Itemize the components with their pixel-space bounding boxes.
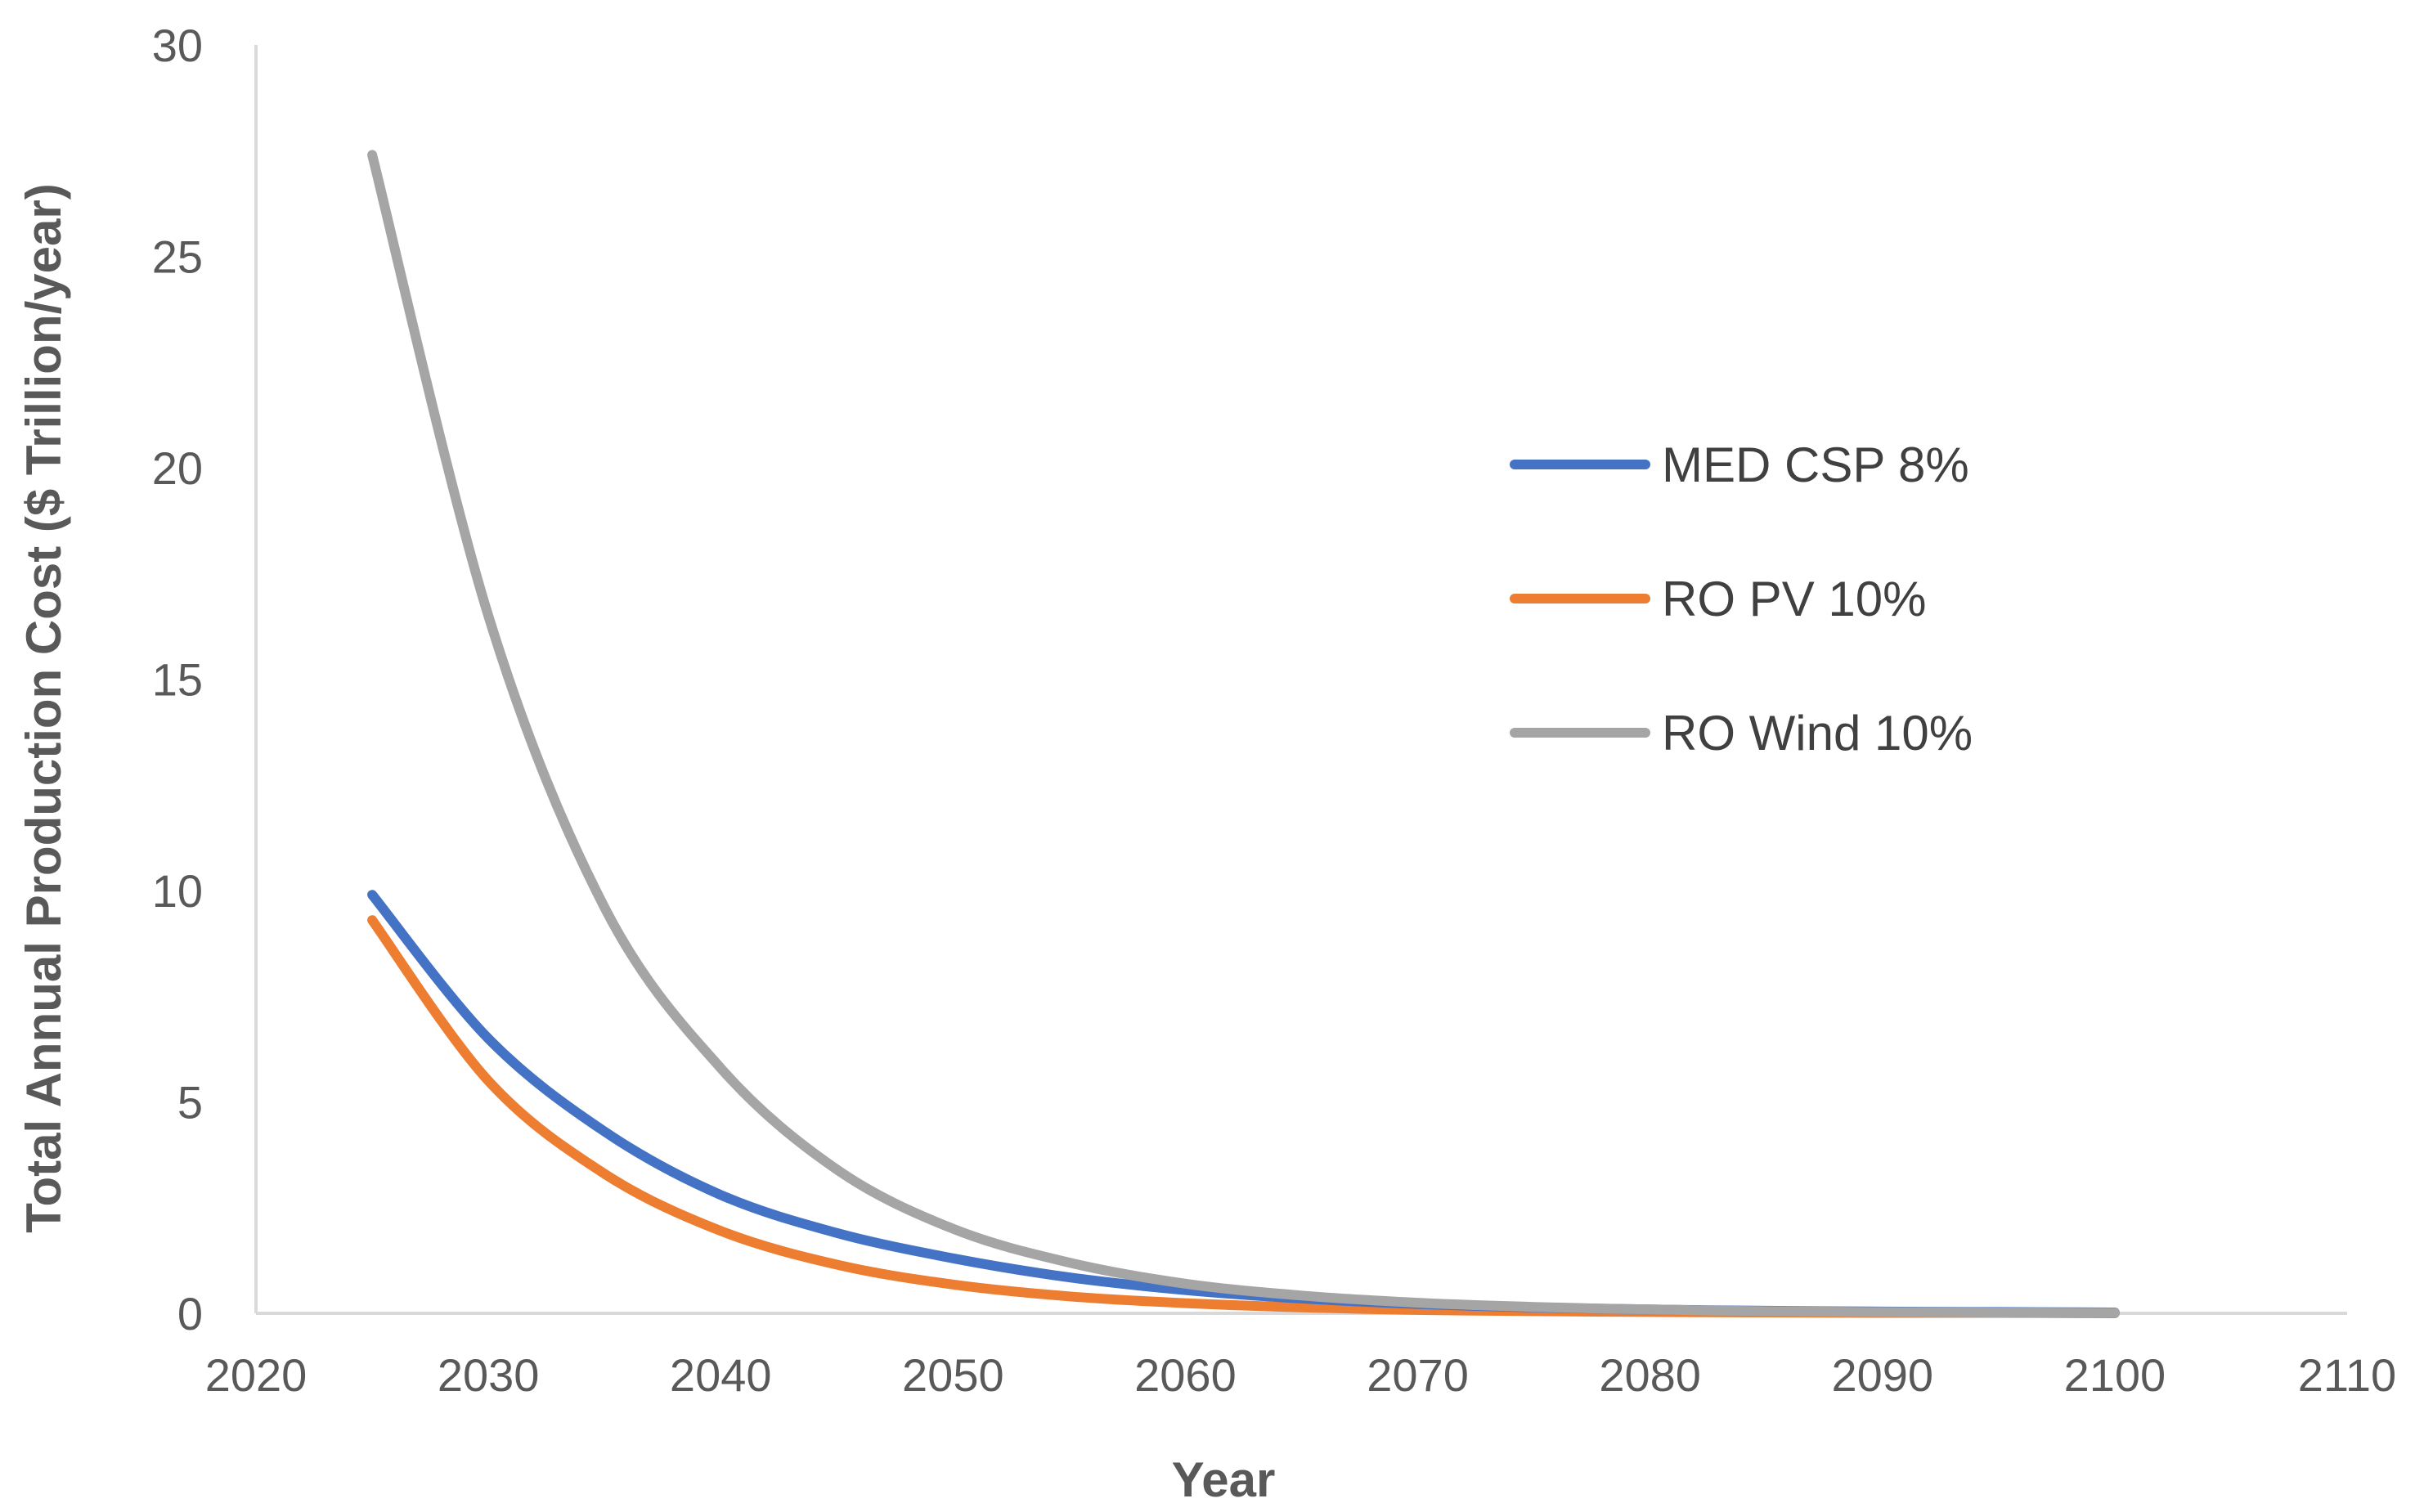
x-tick-label: 2090 <box>1831 1349 1933 1401</box>
y-tick-label: 25 <box>152 231 203 283</box>
legend-entry: RO PV 10% <box>1510 572 1926 626</box>
series-line-ro-wind-10 <box>367 150 2120 1318</box>
y-tick-label: 5 <box>177 1077 203 1128</box>
x-tick-label: 2040 <box>670 1349 772 1401</box>
tick-labels: 0 5 10 15 20 25 30 2020 2030 2040 2050 2060 2070 2080… <box>152 20 2397 1401</box>
x-axis-title: Year <box>1172 1452 1276 1507</box>
legend-label: MED CSP 8% <box>1662 437 1969 492</box>
y-tick-label: 15 <box>152 654 203 706</box>
x-tick-label: 2100 <box>2064 1349 2166 1401</box>
x-tick-label: 2110 <box>2298 1349 2396 1401</box>
y-tick-label: 20 <box>152 442 203 494</box>
series-line-ro-pv-10 <box>367 915 2120 1318</box>
x-tick-label: 2050 <box>902 1349 1004 1401</box>
legend-entry: MED CSP 8% <box>1510 437 1969 492</box>
legend: MED CSP 8% RO PV 10% RO Wind 10% <box>1510 437 1973 760</box>
x-tick-label: 2070 <box>1367 1349 1469 1401</box>
x-tick-label: 2030 <box>438 1349 540 1401</box>
series-lines <box>367 150 2120 1318</box>
x-tick-label: 2020 <box>205 1349 307 1401</box>
y-tick-label: 0 <box>177 1288 203 1339</box>
legend-label: RO Wind 10% <box>1662 706 1973 760</box>
legend-entry: RO Wind 10% <box>1510 706 1973 760</box>
y-tick-label: 30 <box>152 20 203 71</box>
x-tick-label: 2060 <box>1134 1349 1237 1401</box>
x-tick-label: 2080 <box>1599 1349 1701 1401</box>
axes <box>254 45 2347 1315</box>
legend-label: RO PV 10% <box>1662 572 1926 626</box>
y-tick-label: 10 <box>152 865 203 917</box>
y-axis-title: Total Annual Production Cost ($ Trillion… <box>16 183 71 1232</box>
